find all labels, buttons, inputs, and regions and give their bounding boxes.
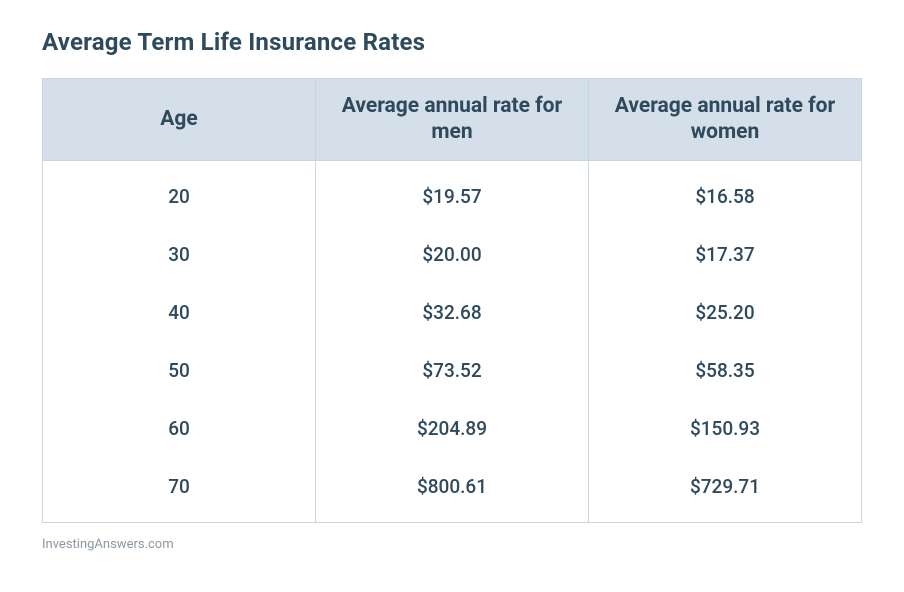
col-header-age: Age [43, 79, 316, 161]
cell-age: 20 [43, 160, 316, 225]
cell-age: 50 [43, 341, 316, 399]
cell-women: $729.71 [589, 457, 862, 523]
attribution: InvestingAnswers.com [42, 537, 862, 552]
cell-men: $800.61 [316, 457, 589, 523]
rates-table: Age Average annual rate for men Average … [42, 78, 862, 523]
cell-women: $150.93 [589, 399, 862, 457]
col-header-women: Average annual rate for women [589, 79, 862, 161]
cell-age: 30 [43, 225, 316, 283]
cell-age: 70 [43, 457, 316, 523]
cell-men: $204.89 [316, 399, 589, 457]
cell-age: 40 [43, 283, 316, 341]
cell-women: $17.37 [589, 225, 862, 283]
col-header-men: Average annual rate for men [316, 79, 589, 161]
cell-women: $58.35 [589, 341, 862, 399]
table-row: 20 $19.57 $16.58 [43, 160, 862, 225]
table-row: 40 $32.68 $25.20 [43, 283, 862, 341]
page-title: Average Term Life Insurance Rates [42, 28, 862, 56]
cell-men: $32.68 [316, 283, 589, 341]
cell-women: $16.58 [589, 160, 862, 225]
table-row: 50 $73.52 $58.35 [43, 341, 862, 399]
table-row: 60 $204.89 $150.93 [43, 399, 862, 457]
cell-age: 60 [43, 399, 316, 457]
cell-women: $25.20 [589, 283, 862, 341]
cell-men: $20.00 [316, 225, 589, 283]
table-row: 70 $800.61 $729.71 [43, 457, 862, 523]
table-row: 30 $20.00 $17.37 [43, 225, 862, 283]
cell-men: $19.57 [316, 160, 589, 225]
cell-men: $73.52 [316, 341, 589, 399]
